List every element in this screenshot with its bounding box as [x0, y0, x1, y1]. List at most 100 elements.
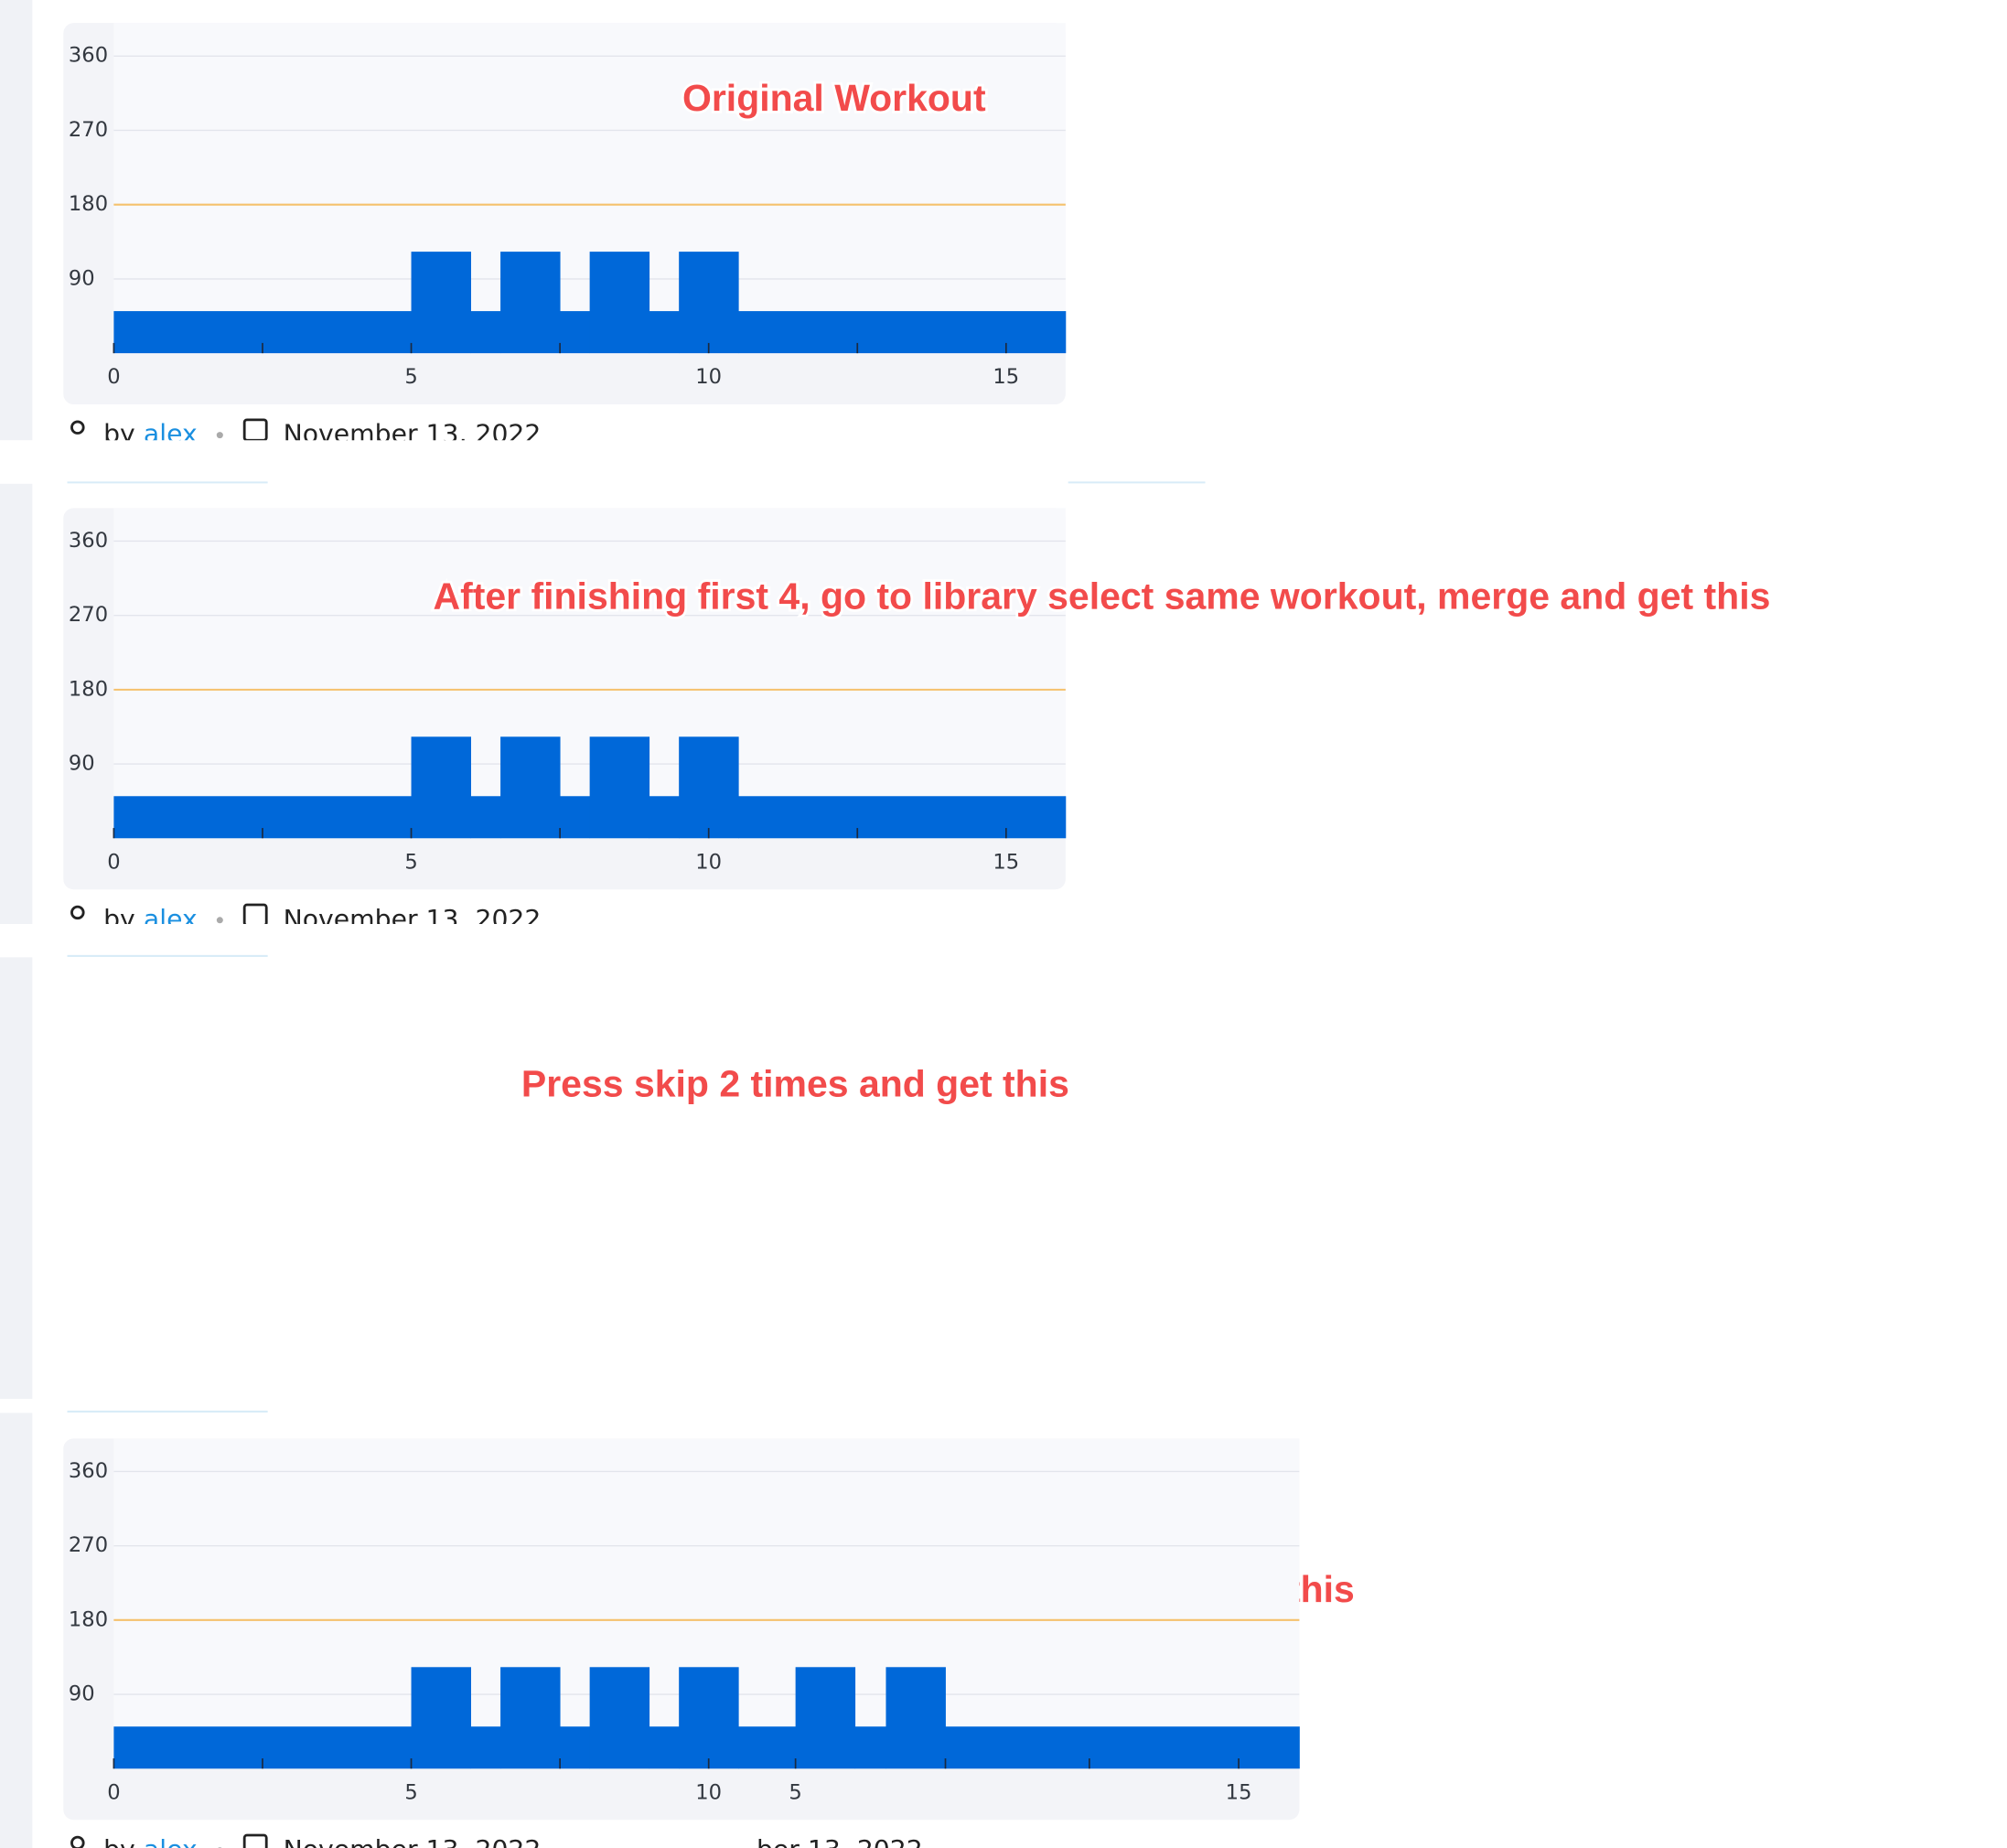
footer-by: by	[103, 1379, 135, 1409]
interval-bar	[411, 1667, 471, 1769]
interval-bar	[1065, 1211, 1124, 1313]
footer-date: November 13, 2022	[284, 904, 542, 934]
interval-bar	[1035, 1271, 1065, 1313]
y-tick-label: 180	[69, 1607, 108, 1631]
sidebar	[0, 483, 33, 924]
x-tick-label: 5	[404, 1325, 417, 1348]
user-icon	[70, 905, 85, 920]
x-tick-label: 5	[789, 1780, 801, 1804]
user-icon	[70, 420, 85, 435]
interval-bar	[589, 736, 650, 839]
interval-bar	[1124, 1271, 1453, 1313]
footer-date: November 13, 2022	[284, 419, 542, 449]
interval-bar	[560, 311, 591, 354]
footer-date: November 13, 2022	[284, 1834, 542, 1848]
separator	[217, 1391, 223, 1398]
footer-by: by	[103, 1834, 135, 1848]
interval-bar	[679, 252, 739, 354]
interval-bar	[500, 1667, 561, 1769]
user-icon	[71, 1381, 83, 1393]
calendar-icon	[244, 1380, 266, 1400]
interval-bar	[411, 252, 471, 354]
interval-bar	[411, 736, 471, 839]
interval-bar	[560, 1726, 591, 1769]
footer-author[interactable]: alex	[144, 419, 198, 449]
interval-bar	[795, 1667, 856, 1769]
panel: 90 180 270 360 0 5 10 15 by alex November 13, 2022	[63, 23, 1067, 449]
y-tick-label: 270	[69, 603, 108, 627]
interval-bar	[560, 1271, 590, 1313]
footer-by: by	[103, 419, 135, 449]
x-tick-label: 0	[107, 1780, 120, 1804]
interval-bar	[738, 1726, 797, 1769]
x-tick-label: 5	[1342, 850, 1355, 874]
interval-bar	[470, 1726, 501, 1769]
x-tick-label: 0	[107, 850, 120, 874]
interval-bar	[500, 252, 561, 354]
x-tick-label: 15	[1226, 1780, 1252, 1804]
sidebar	[0, 1413, 33, 1848]
separator	[1154, 917, 1161, 923]
x-tick-label: 10	[695, 1325, 722, 1348]
interval-bar	[1528, 736, 1587, 838]
x-tick-label: 15	[1931, 850, 1958, 874]
interval-bar	[1587, 796, 1617, 838]
footer-author[interactable]: alex	[144, 1834, 198, 1848]
interval-bar	[679, 1667, 739, 1769]
x-tick-label: 15	[1378, 1325, 1404, 1348]
interval-bar	[590, 1211, 649, 1313]
interval-bar	[1616, 736, 1676, 838]
panel: 90 180 270 360 0 5 10 5 10 15 by alex November 13, 2…	[63, 983, 1453, 1408]
annotation: Press skip 2 times and get this	[521, 1063, 1069, 1105]
panel: 90 180 270 360 0 5 10 15 by alex November 13, 2022	[63, 508, 1067, 934]
y-tick-label: 360	[69, 529, 108, 553]
interval-bar	[975, 1211, 1035, 1313]
footer-by: /	[1066, 904, 1075, 934]
interval-bar	[945, 1726, 1300, 1769]
interval-bar	[113, 1271, 412, 1313]
footer-author[interactable]: alex	[144, 1379, 198, 1409]
interval-bar	[589, 1667, 650, 1769]
x-tick-label: 5	[404, 365, 417, 389]
y-tick-label: 360	[69, 1459, 108, 1483]
x-tick-label: 15	[993, 850, 1019, 874]
interval-bar	[738, 311, 1067, 354]
x-tick-label: 0	[107, 1325, 120, 1348]
interval-bar	[738, 1271, 796, 1313]
y-tick-label: 180	[69, 192, 108, 216]
interval-bar	[649, 311, 680, 354]
interval-bar	[412, 1211, 471, 1313]
footer-author[interactable]: alex	[1081, 904, 1135, 934]
annotation: Original Workout	[682, 77, 986, 119]
interval-bar	[885, 1667, 946, 1769]
calendar-icon	[1182, 905, 1204, 925]
interval-bar	[679, 1211, 738, 1313]
calendar-icon	[242, 903, 268, 924]
x-tick-label: 5	[404, 1780, 417, 1804]
interval-bar	[1068, 796, 1349, 838]
chart-card	[63, 983, 1452, 1364]
x-tick-label: 10	[695, 850, 722, 874]
y-tick-label: 270	[69, 118, 108, 142]
sidebar	[0, 0, 33, 441]
interval-bar	[649, 1726, 680, 1769]
interval-bar	[854, 1726, 886, 1769]
footer-date: November 13, 2022	[1220, 904, 1478, 934]
calendar-icon	[242, 418, 268, 441]
sidebar	[0, 957, 33, 1399]
footer-author[interactable]: alex	[144, 904, 198, 934]
interval-bar	[1438, 736, 1497, 838]
y-tick-label: 270	[69, 1533, 108, 1557]
interval-bar	[738, 796, 1067, 839]
y-tick-label: 90	[69, 266, 95, 290]
footer-by: by	[103, 904, 135, 934]
interval-bar	[1349, 736, 1409, 838]
annotation: After finishing first 4, go to library s…	[433, 575, 1770, 618]
interval-bar	[560, 796, 591, 839]
y-tick-label: 360	[69, 44, 108, 68]
interval-bar	[855, 1271, 886, 1313]
x-tick-label: 10	[695, 1780, 722, 1804]
